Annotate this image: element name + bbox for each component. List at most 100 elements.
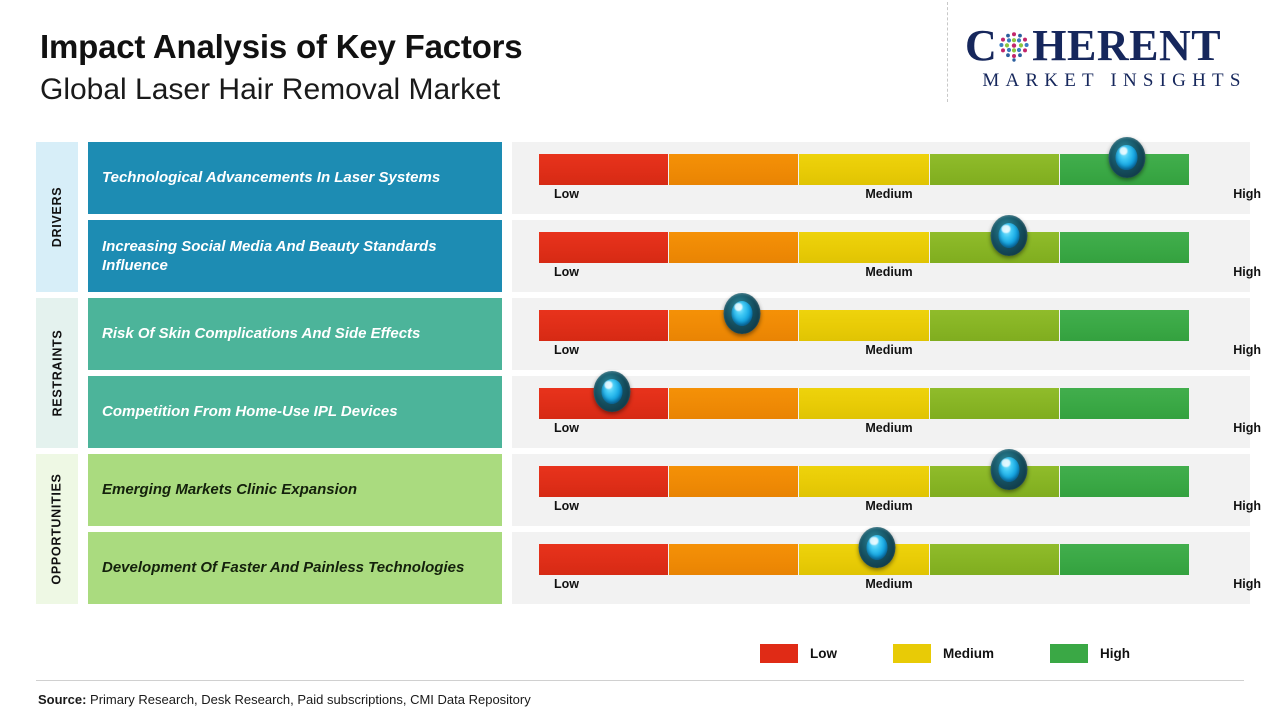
gauge-marker-dial-icon[interactable] — [990, 215, 1028, 256]
gauge-segment-2 — [668, 154, 799, 185]
scale-label-high: High — [1233, 265, 1261, 279]
source-note: Source: Primary Research, Desk Research,… — [38, 692, 531, 707]
gauge-marker-dial-icon[interactable] — [858, 527, 896, 568]
legend-item: Medium — [893, 644, 994, 663]
scale-label-medium: Medium — [865, 421, 913, 435]
group-label-opportunities: OPPORTUNITIES — [36, 454, 78, 604]
dotted-globe-icon — [997, 29, 1031, 63]
gauge-panel: Low Medium High — [512, 449, 1261, 526]
group-label-text: DRIVERS — [50, 186, 64, 248]
factor-card[interactable]: Risk Of Skin Complications And Side Effe… — [88, 298, 502, 370]
gauge-segment-5 — [1058, 232, 1190, 263]
legend-label: Medium — [943, 646, 995, 661]
factor-label: Emerging Markets Clinic Expansion — [102, 481, 358, 499]
group-rows: Risk Of Skin Complications And Side Effe… — [78, 293, 1261, 448]
factor-card[interactable]: Emerging Markets Clinic Expansion — [88, 454, 502, 526]
factor-label: Increasing Social Media And Beauty Stand… — [102, 237, 437, 274]
group-drivers: DRIVERS Technological Advancements In Las… — [36, 137, 1261, 292]
gauge-segment-4 — [928, 388, 1059, 419]
gauge-bar — [539, 310, 1190, 341]
scale-label-high: High — [1233, 577, 1261, 591]
group-label-restraints: RESTRAINTS — [36, 298, 78, 448]
gauge-panel: Low Medium High — [512, 527, 1261, 604]
scale-label-low: Low — [554, 577, 579, 591]
gauge-segment-2 — [668, 466, 799, 497]
marker-spec — [604, 380, 613, 390]
scale-label-medium: Medium — [865, 265, 913, 279]
legend-item: High — [1050, 644, 1130, 663]
legend-swatch — [760, 644, 798, 663]
header: Impact Analysis of Key Factors Global La… — [0, 0, 1280, 132]
gauge-panel: Low Medium High — [512, 137, 1261, 214]
group-label-text: OPPORTUNITIES — [50, 473, 65, 585]
gauge-bar — [539, 154, 1190, 185]
logo-wordmark: C — [965, 24, 1260, 68]
scale-label-high: High — [1233, 499, 1261, 513]
matrix-row: Emerging Markets Clinic Expansion Low Medi… — [78, 449, 1261, 526]
legend-label: High — [1100, 646, 1131, 661]
page-subtitle: Global Laser Hair Removal Market — [40, 72, 501, 106]
group-rows: Technological Advancements In Laser Syst… — [78, 137, 1261, 292]
marker-spec — [1001, 224, 1011, 234]
source-text: Primary Research, Desk Research, Paid su… — [86, 692, 531, 707]
logo-letter-c: C — [965, 21, 998, 70]
gauge-segment-1 — [539, 232, 669, 263]
legend-label: Low — [810, 646, 837, 661]
title-block: Impact Analysis of Key Factors Global La… — [40, 28, 523, 108]
scale-label-medium: Medium — [865, 343, 913, 357]
marker-spec — [734, 302, 743, 312]
gauge-segment-4 — [928, 310, 1059, 341]
marker-spec — [1119, 146, 1128, 156]
legend-swatch — [1050, 644, 1089, 663]
gauge-segment-4 — [928, 544, 1059, 575]
gauge-bar — [539, 466, 1190, 497]
logo-word-rest: HERENT — [1032, 21, 1222, 70]
source-label: Source: — [38, 692, 87, 707]
gauge-segment-3 — [798, 310, 929, 341]
gauge-panel: Low Medium High — [512, 371, 1261, 448]
gauge-segment-3 — [798, 388, 929, 419]
group-label-drivers: DRIVERS — [36, 142, 78, 292]
group-rows: Emerging Markets Clinic Expansion Low Medi… — [78, 449, 1261, 604]
gauge-segment-5 — [1058, 544, 1190, 575]
gauge-marker-dial-icon[interactable] — [990, 449, 1028, 490]
matrix-row: Competition From Home-Use IPL Devices Low… — [78, 371, 1261, 448]
gauge-segment-4 — [928, 154, 1059, 185]
gauge-marker-dial-icon[interactable] — [723, 293, 761, 334]
coherent-market-insights-logo: C — [965, 24, 1260, 100]
scale-label-medium: Medium — [865, 577, 913, 591]
group-label-text: RESTRAINTS — [50, 329, 64, 417]
factor-card[interactable]: Development Of Faster And Painless Techn… — [88, 532, 502, 604]
factor-label: Risk Of Skin Complications And Side Effe… — [102, 325, 421, 343]
scale-label-low: Low — [554, 421, 579, 435]
gauge-segment-5 — [1058, 466, 1190, 497]
gauge-segment-2 — [668, 232, 799, 263]
gauge-segment-3 — [798, 154, 929, 185]
scale-label-high: High — [1233, 343, 1261, 357]
gauge-panel: Low Medium High — [512, 293, 1261, 370]
scale-labels: Low Medium High — [539, 577, 1261, 597]
gauge-segment-3 — [798, 232, 929, 263]
gauge-segment-5 — [1058, 388, 1190, 419]
scale-label-high: High — [1233, 187, 1261, 201]
factor-label: Technological Advancements In Laser Syst… — [102, 169, 441, 187]
gauge-marker-dial-icon[interactable] — [593, 371, 631, 412]
gauge-segment-1 — [539, 544, 669, 575]
legend-item: Low — [760, 644, 837, 663]
factor-card[interactable]: Increasing Social Media And Beauty Stand… — [88, 220, 502, 292]
legend: Low Medium High — [760, 644, 1130, 663]
scale-labels: Low Medium High — [539, 187, 1261, 207]
factor-card[interactable]: Technological Advancements In Laser Syst… — [88, 142, 502, 214]
scale-labels: Low Medium High — [539, 421, 1261, 441]
factor-label: Competition From Home-Use IPL Devices — [102, 403, 398, 421]
scale-labels: Low Medium High — [539, 499, 1261, 519]
scale-label-low: Low — [554, 187, 579, 201]
page-title: Impact Analysis of Key Factors — [40, 28, 523, 65]
scale-label-low: Low — [554, 343, 579, 357]
gauge-panel: Low Medium High — [512, 215, 1261, 292]
factor-card[interactable]: Competition From Home-Use IPL Devices — [88, 376, 502, 448]
gauge-bar — [539, 232, 1190, 263]
group-opportunities: OPPORTUNITIES Emerging Markets Clinic Exp… — [36, 449, 1261, 604]
gauge-marker-dial-icon[interactable] — [1108, 137, 1146, 178]
